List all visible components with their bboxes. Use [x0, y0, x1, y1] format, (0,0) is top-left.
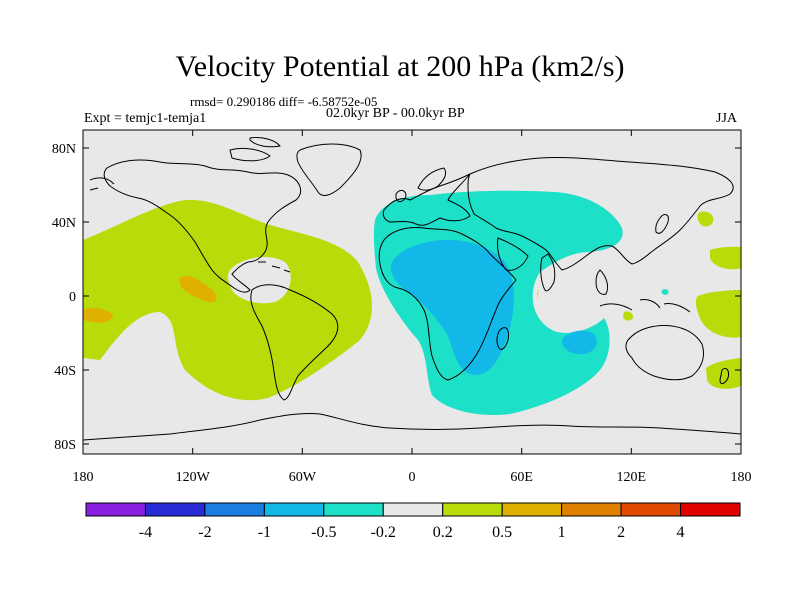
colorbar-swatch: [680, 502, 741, 517]
colorbar-label: 4: [677, 524, 685, 541]
colorbar-label: 0.5: [492, 524, 512, 541]
colorbar-label: -1: [258, 524, 271, 541]
colorbar-label: 2: [617, 524, 625, 541]
coast-britain: [395, 189, 407, 203]
colorbar: -4 -2 -1 -0.5 -0.2 0.2 0.5 1 2 4: [85, 502, 741, 541]
coast-antarctica: [83, 413, 741, 441]
coast-indonesia: [599, 299, 691, 313]
colorbar-label: 1: [558, 524, 566, 541]
lon-label: 120E: [617, 470, 647, 485]
colorbar-swatch: [85, 502, 146, 517]
lon-label: 60W: [289, 470, 317, 485]
colorbar-swatch: [263, 502, 325, 517]
season-label: JJA: [716, 111, 738, 126]
colorbar-label: -2: [198, 524, 211, 541]
colorbar-swatch: [561, 502, 622, 517]
experiment-label: Expt = temjc1-temja1: [84, 111, 207, 126]
coast-india: [540, 253, 556, 292]
axis-tick-marks: [82, 130, 742, 454]
lon-label: 180: [73, 470, 94, 485]
colorbar-swatch: [442, 502, 503, 517]
positive-mid-regions: [83, 275, 217, 323]
lat-label: 40N: [52, 216, 76, 231]
coast-europe: [382, 173, 471, 226]
coast-asia: [467, 156, 734, 271]
lat-label: 0: [69, 290, 76, 305]
coast-south-america: [250, 284, 339, 401]
coast-caribbean: [258, 261, 291, 273]
coast-new-zealand: [719, 367, 729, 385]
latitude-labels: 80N 40N 0 40S 80S: [52, 142, 76, 453]
coast-japan: [655, 214, 669, 234]
coast-scandinavia: [417, 167, 447, 191]
longitude-labels: 180 120W 60W 0 60E 120E 180: [73, 470, 752, 485]
coast-greenland: [296, 143, 362, 196]
lat-label: 40S: [54, 364, 76, 379]
lat-label: 80S: [54, 438, 76, 453]
lat-label: 80N: [52, 142, 76, 157]
period-label: 02.0kyr BP - 00.0kyr BP: [326, 106, 465, 121]
lon-label: 60E: [510, 470, 533, 485]
coastlines: [83, 137, 741, 441]
colorbar-label: -4: [139, 524, 152, 541]
coast-north-america: [103, 159, 302, 293]
coast-arabia: [497, 237, 529, 271]
coast-madagascar: [496, 327, 509, 350]
colorbar-label: -0.2: [371, 524, 396, 541]
coast-southeast-asia: [595, 269, 609, 295]
neutral-hole-indian-ocean: [538, 266, 596, 320]
colorbar-swatch: [382, 502, 444, 517]
colorbar-swatch: [501, 502, 563, 517]
coast-australia: [625, 325, 705, 381]
coast-africa: [378, 227, 517, 381]
lon-label: 180: [731, 470, 752, 485]
colorbar-swatch: [144, 502, 206, 517]
colorbar-swatch: [323, 502, 384, 517]
positive-anomaly-regions: [83, 199, 741, 401]
lon-label: 120W: [176, 470, 211, 485]
map-panel: [83, 130, 741, 454]
stats-text: rmsd= 0.290186 diff= -6.58752e-05: [190, 94, 378, 109]
colorbar-swatch: [204, 502, 265, 517]
coast-alaska: [89, 177, 115, 191]
colorbar-label: 0.2: [433, 524, 453, 541]
colorbar-swatch: [620, 502, 682, 517]
lon-label: 0: [409, 470, 416, 485]
map-title: Velocity Potential at 200 hPa (km2/s): [175, 50, 625, 83]
coast-arctic-islands: [229, 137, 281, 162]
colorbar-label: -0.5: [311, 524, 336, 541]
